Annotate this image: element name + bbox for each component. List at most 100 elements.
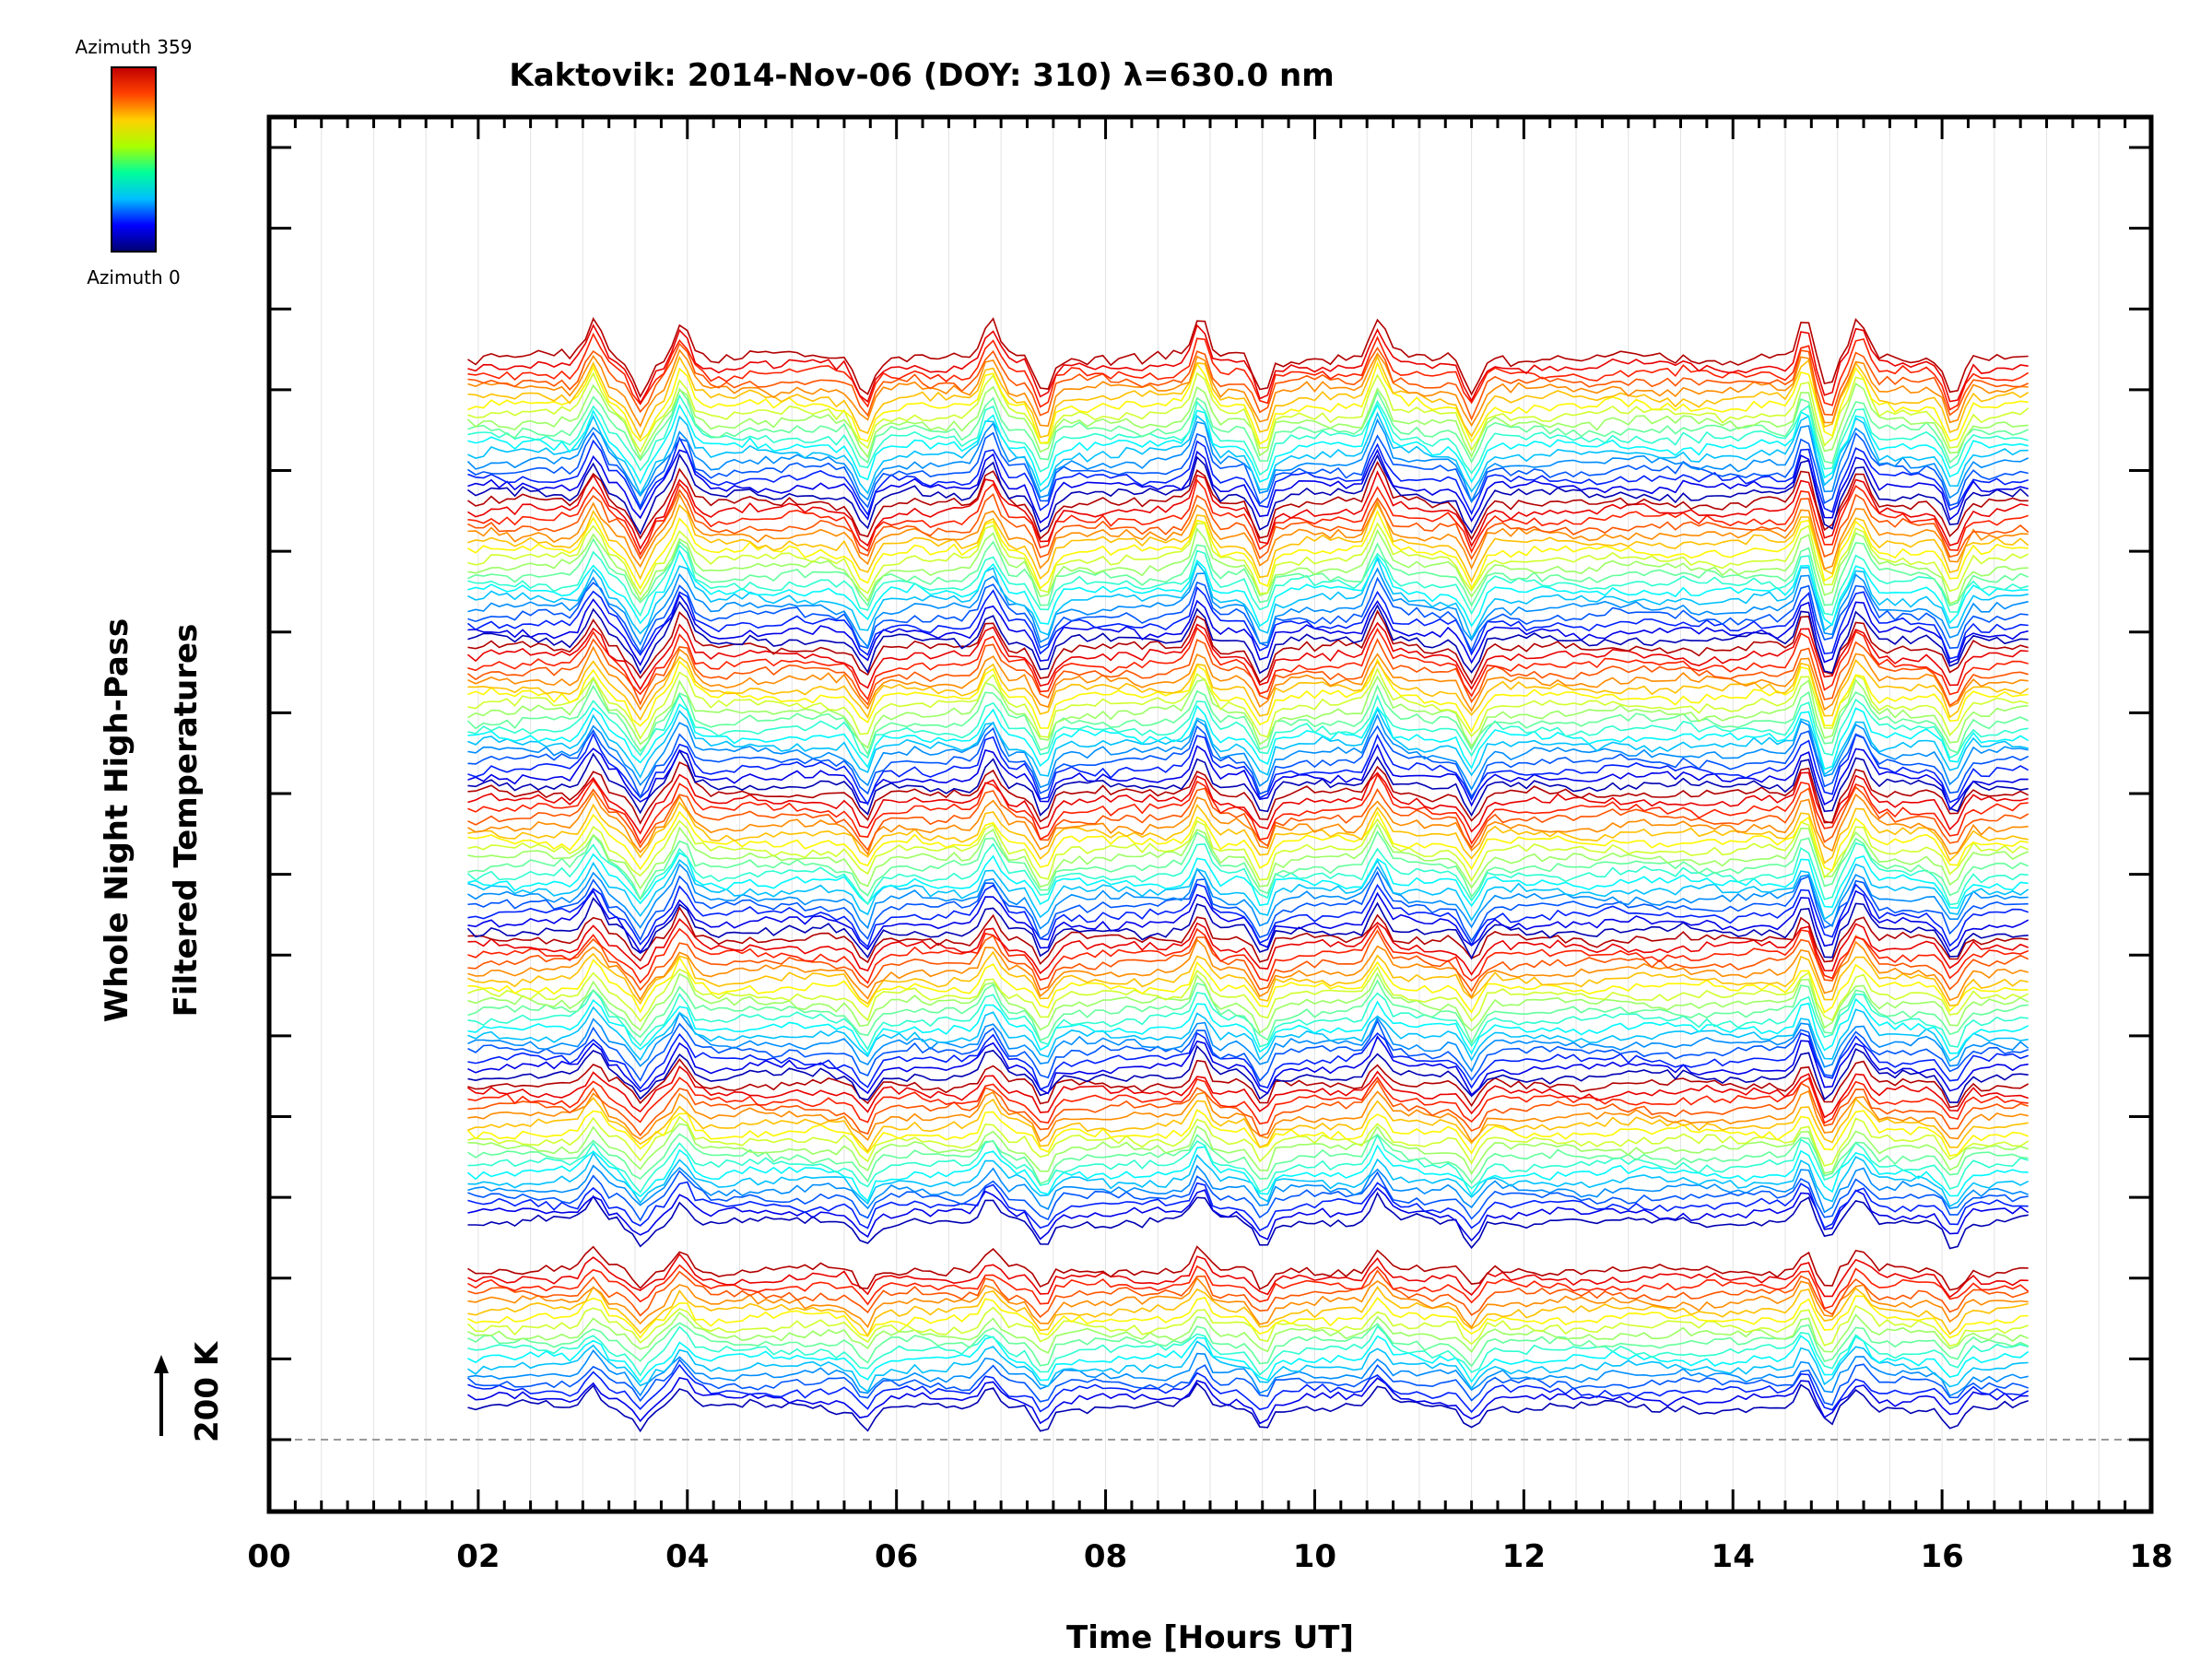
trace-line: [467, 1335, 2030, 1383]
trace-line: [467, 1035, 2029, 1097]
trace-line: [467, 1312, 2030, 1354]
trace-line: [467, 411, 2029, 496]
x-tick-label: 02: [456, 1538, 500, 1575]
trace-line: [467, 1295, 2029, 1339]
trace-line: [467, 924, 2029, 984]
trace-line: [467, 1340, 2029, 1394]
trace-line: [467, 1363, 2030, 1414]
trace-line: [467, 488, 2030, 560]
trace-line: [467, 1018, 2029, 1082]
trace-line: [467, 1269, 2029, 1319]
trace-line: [466, 1304, 2029, 1347]
trace-line: [467, 1277, 2029, 1329]
trace-line: [467, 1115, 2030, 1167]
trace-line: [466, 1359, 2029, 1406]
trace-line: [467, 801, 2029, 865]
trace-line: [467, 863, 2029, 930]
trace-line: [466, 1109, 2029, 1158]
trace-line: [467, 431, 2029, 509]
trace-line: [467, 1382, 2029, 1433]
trace-line: [467, 771, 2029, 835]
trace-line: [467, 317, 2029, 399]
trace-line: [467, 1133, 2029, 1194]
trace-line: [467, 527, 2029, 606]
trace-line: [467, 938, 2029, 1002]
trace-line: [467, 332, 2030, 411]
x-tick-label: 08: [1084, 1538, 1127, 1575]
trace-line: [467, 1065, 2029, 1119]
trace-line: [467, 1253, 2029, 1299]
trace-line: [467, 713, 2029, 791]
chart-title: Kaktovik: 2014-Nov-06 (DOY: 310) λ=630.0…: [509, 57, 1334, 94]
trace-line: [467, 453, 2030, 535]
trace-line: [467, 1044, 2029, 1103]
trace-line: [467, 537, 2030, 607]
trace-line: [467, 448, 2029, 524]
trace-line: [467, 645, 2029, 712]
trace-line: [467, 544, 2029, 618]
trace-line: [467, 509, 2029, 590]
colorbar-gradient: [111, 66, 157, 253]
scale-arrow-head: [154, 1355, 169, 1373]
trace-line: [467, 342, 2030, 421]
trace-line: [467, 470, 2029, 550]
trace-line: [467, 492, 2029, 571]
trace-line: [466, 841, 2029, 906]
x-tick-label: 18: [2129, 1538, 2172, 1575]
trace-line: [467, 638, 2029, 707]
x-tick-label: 06: [875, 1538, 918, 1575]
trace-line: [467, 748, 2029, 818]
trace-line: [467, 870, 2029, 943]
trace-line: [467, 818, 2029, 882]
x-tick-label: 16: [1920, 1538, 1963, 1575]
trace-line: [467, 1324, 2029, 1377]
trace-line: [467, 956, 2029, 1014]
trace-line: [467, 1187, 2030, 1242]
trace-line: [467, 810, 2029, 872]
trace-line: [467, 1089, 2029, 1143]
trace-line: [467, 1123, 2029, 1175]
trace-line: [467, 703, 2030, 771]
trace-line: [467, 830, 2029, 901]
trace-line: [467, 387, 2030, 465]
trace-line: [467, 929, 2030, 993]
trace-line: [466, 684, 2030, 757]
trace-line: [466, 621, 2029, 691]
trace-line: [467, 822, 2030, 890]
trace-line: [467, 761, 2030, 825]
x-tick-label: 10: [1293, 1538, 1336, 1575]
trace-line: [466, 382, 2029, 460]
trace-line: [467, 354, 2030, 440]
trace-line: [467, 1011, 2030, 1073]
trace-line: [467, 906, 2029, 966]
trace-line: [466, 418, 2030, 503]
trace-line: [467, 1181, 2029, 1232]
trace-line: [467, 502, 2030, 583]
trace-line: [467, 627, 2029, 701]
trace-line: [467, 585, 2029, 660]
x-tick-labels: 00 02 04 06 08 10 12 14 16 18: [247, 1538, 2172, 1575]
trace-line: [467, 707, 2029, 779]
trace-line: [467, 979, 2029, 1045]
trace-line: [467, 1097, 2029, 1153]
trace-line: [467, 371, 2030, 453]
trace-line: [467, 883, 2029, 948]
trace-line: [467, 1245, 2029, 1291]
trace-line: [467, 724, 2030, 799]
trace-line: [467, 785, 2030, 852]
trace-line: [466, 897, 2029, 960]
trace-line: [467, 852, 2029, 910]
trace-line: [467, 1079, 2029, 1137]
trace-line: [467, 1286, 2029, 1337]
x-tick-label: 04: [665, 1538, 709, 1575]
trace-line: [467, 567, 2029, 649]
trace-line: [467, 1348, 2029, 1397]
colorbar-bottom-label: Azimuth 0: [87, 266, 181, 288]
trace-line: [467, 549, 2029, 628]
y-axis-label-line1: Whole Night High-Pass: [99, 618, 135, 1023]
trace-line: [467, 675, 2029, 749]
trace-line: [467, 1191, 2029, 1250]
x-tick-label: 00: [247, 1538, 290, 1575]
temperature-traces: [466, 317, 2030, 1433]
trace-line: [467, 1133, 2029, 1185]
